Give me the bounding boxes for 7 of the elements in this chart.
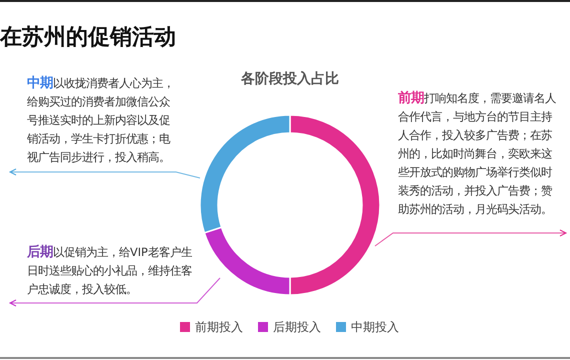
chart-title: 各阶段投入占比 <box>240 71 339 87</box>
text: 中期以收拢消费者人心为主，给购买过的消费者加微信公众号推送实时的上新内容以及促销活动，学生卡打折优惠；电视广告同步进行，投入稍高。 <box>26 76 174 164</box>
legend-label: 中期投入 <box>351 320 399 334</box>
text: 后期以促销为主，给VIP老客户生日时送些贴心的小礼品，维持住客户忠诚度，投入较低。 <box>26 244 192 296</box>
legend-label: 前期投入 <box>195 320 243 334</box>
text: 前期打响知名度，需要邀请名人合作代言，与地方台的节目主持人合作，投入较多广告费；在苏州的，比如时尚舞台，奕欧来这些开放式的购物广场举行类似时装秀的活动，并投入广告费；赞助苏州的活动，月光码头活动。 <box>397 91 556 216</box>
legend-label: 后期投入 <box>273 320 321 334</box>
